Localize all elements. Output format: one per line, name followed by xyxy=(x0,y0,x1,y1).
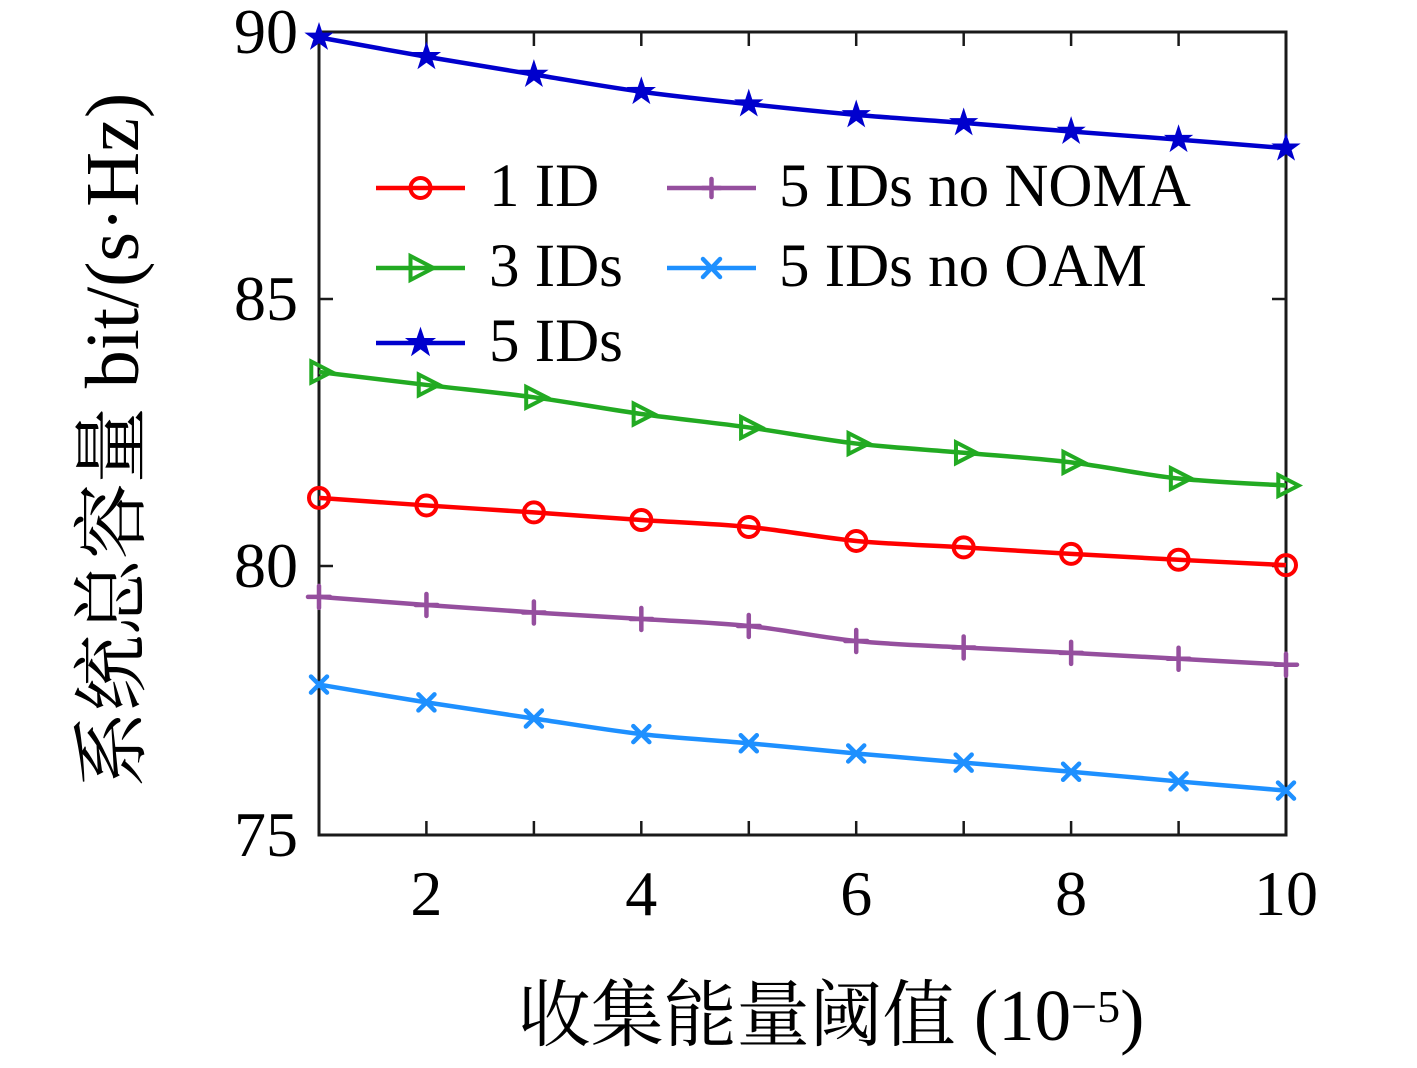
svg-text:4: 4 xyxy=(625,858,657,929)
svg-text:2: 2 xyxy=(410,858,442,929)
svg-text:90: 90 xyxy=(234,0,298,67)
svg-text:75: 75 xyxy=(234,799,298,870)
svg-text:80: 80 xyxy=(234,530,298,601)
svg-text:系统总容量 bit/(s·Hz): 系统总容量 bit/(s·Hz) xyxy=(71,93,155,787)
svg-text:5 IDs: 5 IDs xyxy=(489,308,623,375)
svg-text:5 IDs no OAM: 5 IDs no OAM xyxy=(779,233,1147,300)
svg-text:85: 85 xyxy=(234,263,298,334)
svg-text:1 ID: 1 ID xyxy=(489,153,599,220)
svg-text:3 IDs: 3 IDs xyxy=(489,233,623,300)
svg-text:5 IDs no NOMA: 5 IDs no NOMA xyxy=(779,153,1191,220)
svg-text:6: 6 xyxy=(840,858,872,929)
svg-text:8: 8 xyxy=(1055,858,1087,929)
svg-text:10: 10 xyxy=(1254,858,1318,929)
svg-text:收集能量阈值 (10−5): 收集能量阈值 (10−5) xyxy=(518,975,1145,1056)
